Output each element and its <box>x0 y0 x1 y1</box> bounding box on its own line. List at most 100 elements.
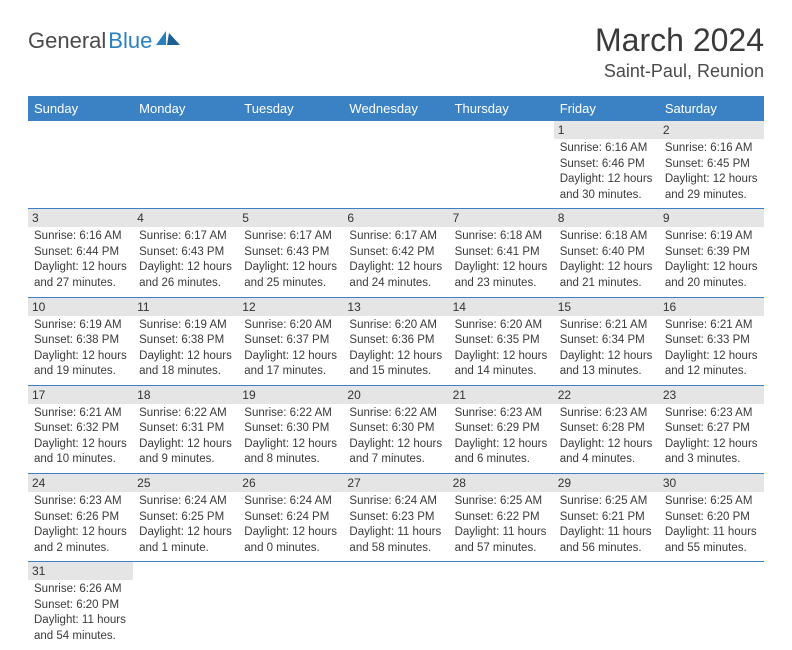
cell-line-ss: Sunset: 6:26 PM <box>34 510 127 526</box>
cell-line-ss: Sunset: 6:37 PM <box>244 333 337 349</box>
day-number: 14 <box>449 298 554 316</box>
cell-line-d2: and 8 minutes. <box>244 452 337 468</box>
cell-line-ss: Sunset: 6:30 PM <box>244 421 337 437</box>
cell-line-ss: Sunset: 6:40 PM <box>560 245 653 261</box>
day-number: 11 <box>133 298 238 316</box>
calendar-cell: 20Sunrise: 6:22 AMSunset: 6:30 PMDayligh… <box>343 385 448 473</box>
cell-line-d2: and 7 minutes. <box>349 452 442 468</box>
calendar-cell <box>449 562 554 650</box>
calendar-cell: 8Sunrise: 6:18 AMSunset: 6:40 PMDaylight… <box>554 209 659 297</box>
cell-line-d2: and 10 minutes. <box>34 452 127 468</box>
cell-line-sr: Sunrise: 6:21 AM <box>665 318 758 334</box>
calendar-week: 1Sunrise: 6:16 AMSunset: 6:46 PMDaylight… <box>28 121 764 209</box>
cell-line-d1: Daylight: 12 hours <box>665 172 758 188</box>
cell-line-sr: Sunrise: 6:23 AM <box>34 494 127 510</box>
logo-text-dark: General <box>28 28 106 54</box>
calendar-cell: 24Sunrise: 6:23 AMSunset: 6:26 PMDayligh… <box>28 474 133 562</box>
day-number: 3 <box>28 209 133 227</box>
cell-line-d1: Daylight: 12 hours <box>34 437 127 453</box>
cell-line-ss: Sunset: 6:45 PM <box>665 157 758 173</box>
day-number: 17 <box>28 386 133 404</box>
cell-line-sr: Sunrise: 6:25 AM <box>665 494 758 510</box>
cell-line-d2: and 6 minutes. <box>455 452 548 468</box>
cell-line-d1: Daylight: 12 hours <box>455 349 548 365</box>
day-number: 29 <box>554 474 659 492</box>
calendar-cell: 28Sunrise: 6:25 AMSunset: 6:22 PMDayligh… <box>449 474 554 562</box>
cell-line-ss: Sunset: 6:39 PM <box>665 245 758 261</box>
cell-line-sr: Sunrise: 6:20 AM <box>349 318 442 334</box>
cell-line-d1: Daylight: 11 hours <box>349 525 442 541</box>
cell-line-d1: Daylight: 12 hours <box>560 260 653 276</box>
cell-line-d2: and 0 minutes. <box>244 541 337 557</box>
calendar-cell: 15Sunrise: 6:21 AMSunset: 6:34 PMDayligh… <box>554 297 659 385</box>
calendar-cell: 12Sunrise: 6:20 AMSunset: 6:37 PMDayligh… <box>238 297 343 385</box>
cell-line-sr: Sunrise: 6:23 AM <box>560 406 653 422</box>
day-number: 22 <box>554 386 659 404</box>
cell-line-ss: Sunset: 6:33 PM <box>665 333 758 349</box>
calendar-cell: 6Sunrise: 6:17 AMSunset: 6:42 PMDaylight… <box>343 209 448 297</box>
calendar-cell <box>554 562 659 650</box>
day-number: 4 <box>133 209 238 227</box>
cell-line-d2: and 3 minutes. <box>665 452 758 468</box>
cell-line-d2: and 19 minutes. <box>34 364 127 380</box>
day-number: 18 <box>133 386 238 404</box>
calendar-cell <box>449 121 554 209</box>
calendar-cell: 21Sunrise: 6:23 AMSunset: 6:29 PMDayligh… <box>449 385 554 473</box>
logo: General Blue <box>28 28 180 54</box>
cell-line-d2: and 57 minutes. <box>455 541 548 557</box>
calendar-cell: 10Sunrise: 6:19 AMSunset: 6:38 PMDayligh… <box>28 297 133 385</box>
calendar-cell: 25Sunrise: 6:24 AMSunset: 6:25 PMDayligh… <box>133 474 238 562</box>
location: Saint-Paul, Reunion <box>595 61 764 82</box>
cell-line-d2: and 20 minutes. <box>665 276 758 292</box>
cell-line-d1: Daylight: 12 hours <box>560 437 653 453</box>
day-header: Sunday <box>28 96 133 121</box>
title-block: March 2024 Saint-Paul, Reunion <box>595 22 764 82</box>
calendar-cell: 2Sunrise: 6:16 AMSunset: 6:45 PMDaylight… <box>659 121 764 209</box>
calendar-week: 31Sunrise: 6:26 AMSunset: 6:20 PMDayligh… <box>28 562 764 650</box>
cell-line-ss: Sunset: 6:38 PM <box>34 333 127 349</box>
day-number: 30 <box>659 474 764 492</box>
page-title: March 2024 <box>595 22 764 59</box>
cell-line-d1: Daylight: 12 hours <box>244 437 337 453</box>
day-header: Tuesday <box>238 96 343 121</box>
calendar-cell: 13Sunrise: 6:20 AMSunset: 6:36 PMDayligh… <box>343 297 448 385</box>
cell-line-sr: Sunrise: 6:25 AM <box>560 494 653 510</box>
cell-line-d2: and 54 minutes. <box>34 629 127 645</box>
cell-line-d1: Daylight: 12 hours <box>244 525 337 541</box>
day-number: 27 <box>343 474 448 492</box>
cell-line-ss: Sunset: 6:20 PM <box>665 510 758 526</box>
cell-line-d1: Daylight: 12 hours <box>560 172 653 188</box>
calendar-cell: 4Sunrise: 6:17 AMSunset: 6:43 PMDaylight… <box>133 209 238 297</box>
cell-line-d2: and 9 minutes. <box>139 452 232 468</box>
day-number: 15 <box>554 298 659 316</box>
cell-line-sr: Sunrise: 6:24 AM <box>349 494 442 510</box>
day-number: 25 <box>133 474 238 492</box>
day-header: Thursday <box>449 96 554 121</box>
calendar-cell: 14Sunrise: 6:20 AMSunset: 6:35 PMDayligh… <box>449 297 554 385</box>
cell-line-ss: Sunset: 6:31 PM <box>139 421 232 437</box>
cell-line-d2: and 2 minutes. <box>34 541 127 557</box>
cell-line-sr: Sunrise: 6:26 AM <box>34 582 127 598</box>
cell-line-d2: and 21 minutes. <box>560 276 653 292</box>
calendar-cell: 11Sunrise: 6:19 AMSunset: 6:38 PMDayligh… <box>133 297 238 385</box>
cell-line-d1: Daylight: 12 hours <box>455 260 548 276</box>
cell-line-ss: Sunset: 6:23 PM <box>349 510 442 526</box>
cell-line-d2: and 55 minutes. <box>665 541 758 557</box>
cell-line-d1: Daylight: 12 hours <box>560 349 653 365</box>
cell-line-ss: Sunset: 6:28 PM <box>560 421 653 437</box>
cell-line-d1: Daylight: 12 hours <box>349 260 442 276</box>
day-number: 6 <box>343 209 448 227</box>
day-header: Monday <box>133 96 238 121</box>
day-number: 2 <box>659 121 764 139</box>
cell-line-ss: Sunset: 6:25 PM <box>139 510 232 526</box>
cell-line-d2: and 29 minutes. <box>665 188 758 204</box>
calendar-cell <box>343 121 448 209</box>
cell-line-d1: Daylight: 11 hours <box>560 525 653 541</box>
day-number: 24 <box>28 474 133 492</box>
calendar-cell: 19Sunrise: 6:22 AMSunset: 6:30 PMDayligh… <box>238 385 343 473</box>
calendar-cell: 26Sunrise: 6:24 AMSunset: 6:24 PMDayligh… <box>238 474 343 562</box>
day-number: 28 <box>449 474 554 492</box>
day-number: 26 <box>238 474 343 492</box>
cell-line-ss: Sunset: 6:20 PM <box>34 598 127 614</box>
cell-line-ss: Sunset: 6:35 PM <box>455 333 548 349</box>
